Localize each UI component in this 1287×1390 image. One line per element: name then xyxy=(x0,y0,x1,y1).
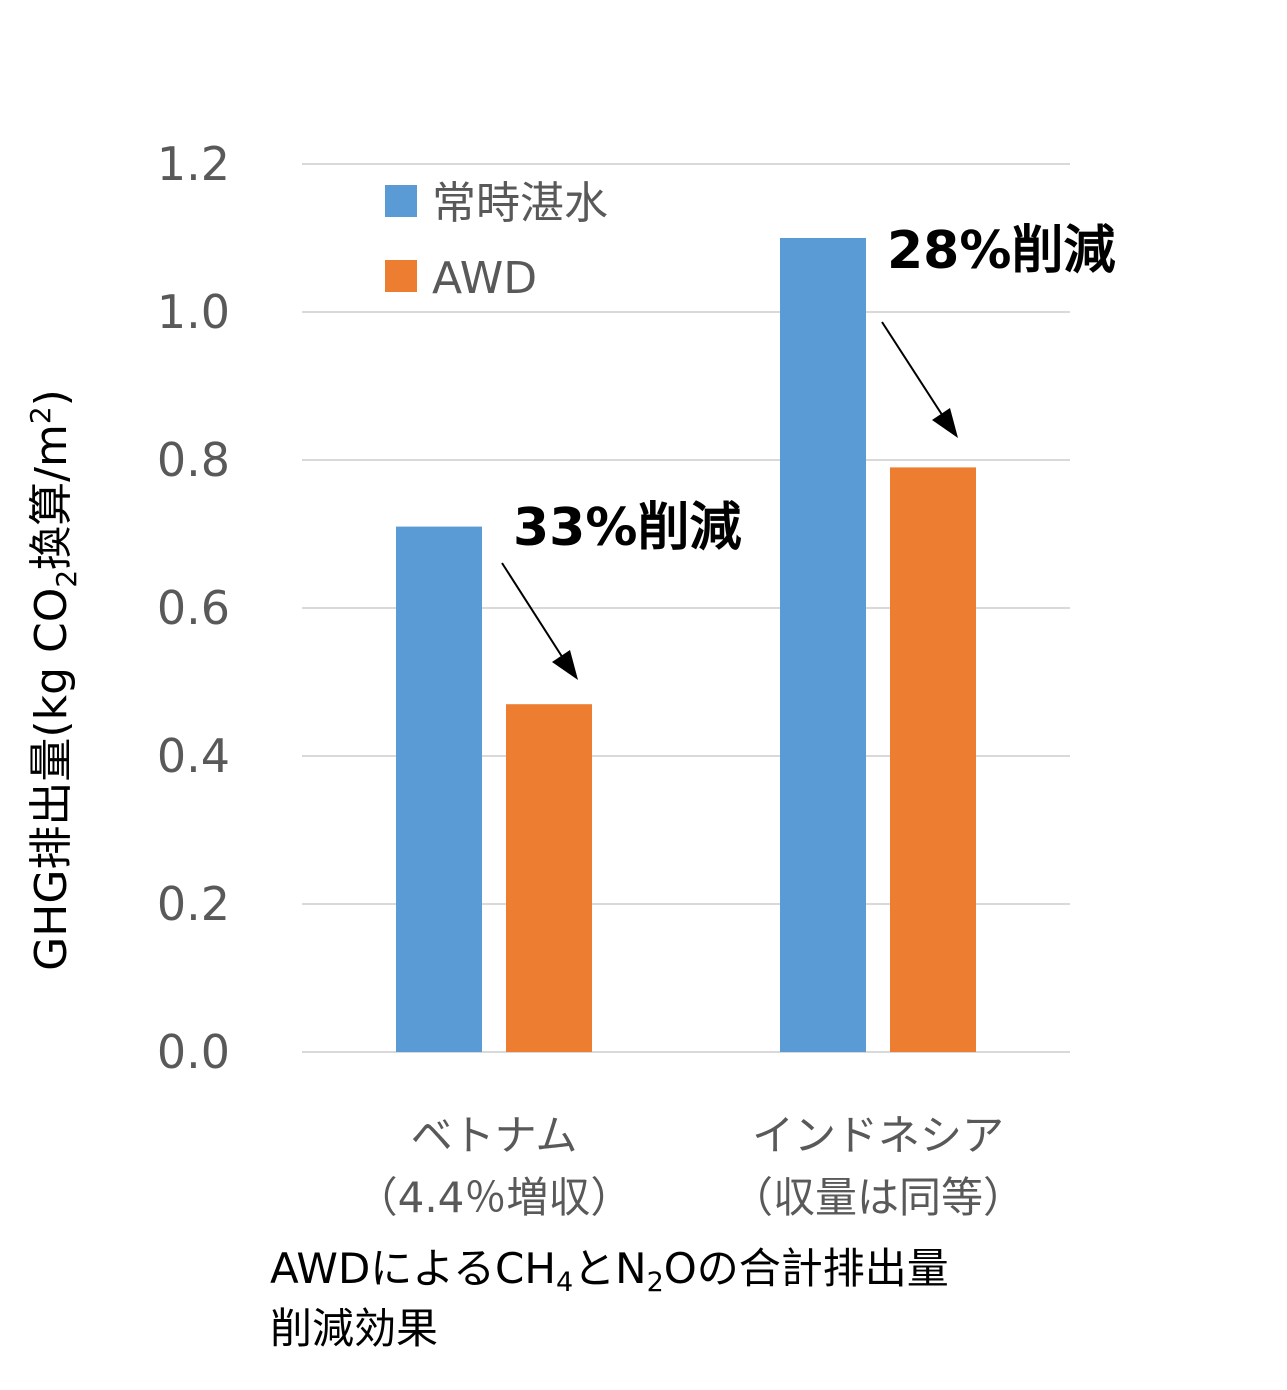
y-axis-label: GHG排出量(kg CO2換算/m2) xyxy=(24,389,83,971)
y-tick-label: 1.0 xyxy=(157,285,230,339)
category-note-indonesia: （収量は同等） xyxy=(731,1173,1025,1222)
category-label-vietnam: ベトナム xyxy=(411,1111,578,1160)
arrow-indonesia xyxy=(881,321,949,425)
arrowhead-indonesia xyxy=(932,408,958,438)
y-tick-labels: 0.0 0.2 0.4 0.6 0.8 1.0 1.2 xyxy=(157,137,230,1079)
y-tick-label: 0.2 xyxy=(157,877,230,931)
caption-text-b: とN xyxy=(573,1244,646,1293)
caption-sub-2: 2 xyxy=(647,1267,664,1298)
legend: 常時湛水 AWD xyxy=(385,178,608,304)
category-label-indonesia: インドネシア xyxy=(752,1111,1004,1160)
bar-flooding-vietnam xyxy=(396,526,482,1052)
arrowhead-vietnam xyxy=(552,650,578,680)
y-tick-label: 0.0 xyxy=(157,1025,230,1079)
y-axis-label-sup: 2 xyxy=(24,406,57,424)
y-tick-label: 0.8 xyxy=(157,433,230,487)
y-axis-label-main: GHG排出量(kg CO xyxy=(26,588,77,971)
y-tick-label: 0.6 xyxy=(157,581,230,635)
legend-label-awd: AWD xyxy=(432,253,537,304)
caption-line-2: 削減効果 xyxy=(270,1304,438,1353)
legend-label-flooding: 常時湛水 xyxy=(432,178,608,229)
annotation-vietnam-reduction: 33%削減 xyxy=(513,498,741,558)
y-axis-label-mid: 換算/m xyxy=(26,424,77,570)
caption-sub-1: 4 xyxy=(556,1267,573,1298)
category-note-vietnam: （4.4％増収） xyxy=(356,1173,633,1222)
y-tick-label: 1.2 xyxy=(157,137,230,191)
caption-line-1: AWDによるCH4とN2Oの合計排出量 xyxy=(270,1244,949,1298)
arrow-vietnam xyxy=(501,562,569,667)
caption-text-a: AWDによるCH xyxy=(270,1244,556,1293)
y-axis-label-end: ) xyxy=(26,389,77,406)
legend-swatch-awd xyxy=(385,260,417,292)
bars xyxy=(396,238,976,1052)
bar-flooding-indonesia xyxy=(780,238,866,1052)
legend-swatch-flooding xyxy=(385,185,417,217)
annotation-arrows xyxy=(501,321,958,680)
y-axis-label-sub: 2 xyxy=(50,570,83,588)
annotation-indonesia-reduction: 28%削減 xyxy=(887,221,1115,281)
bar-awd-vietnam xyxy=(506,704,592,1052)
bar-awd-indonesia xyxy=(890,467,976,1052)
caption-text-c: Oの合計排出量 xyxy=(664,1244,949,1293)
y-tick-label: 0.4 xyxy=(157,729,230,783)
